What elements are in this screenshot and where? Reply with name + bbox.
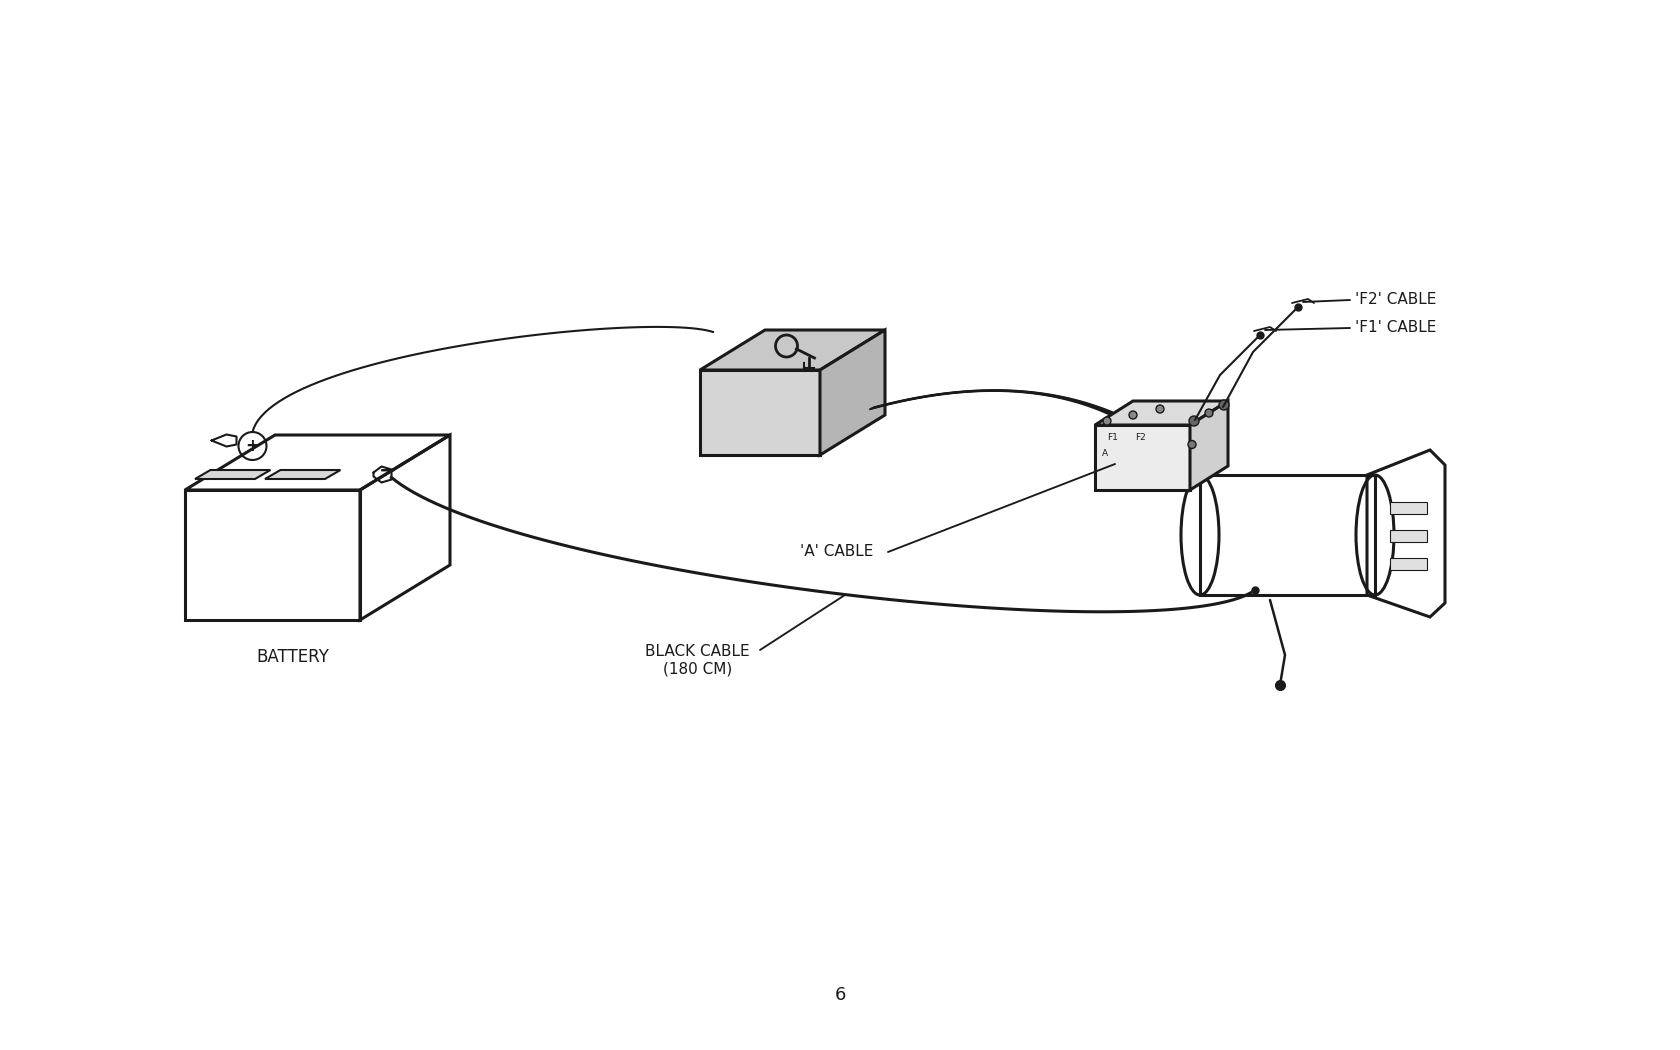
Text: 'A' CABLE: 'A' CABLE xyxy=(800,545,874,560)
Polygon shape xyxy=(1095,401,1228,425)
Polygon shape xyxy=(1095,425,1189,490)
Circle shape xyxy=(1189,416,1200,426)
Text: A: A xyxy=(1102,448,1109,458)
Circle shape xyxy=(1188,441,1196,448)
Polygon shape xyxy=(195,470,270,479)
Text: 'F1' CABLE: 'F1' CABLE xyxy=(1356,320,1436,336)
Polygon shape xyxy=(820,330,885,455)
Polygon shape xyxy=(701,370,820,455)
Text: +: + xyxy=(245,437,259,455)
Text: 6: 6 xyxy=(835,986,845,1004)
Text: F2: F2 xyxy=(1134,433,1146,441)
Text: 'F2' CABLE: 'F2' CABLE xyxy=(1356,293,1436,308)
Text: −: − xyxy=(378,461,396,481)
Text: BLACK CABLE
(180 CM): BLACK CABLE (180 CM) xyxy=(645,644,749,676)
Polygon shape xyxy=(1389,530,1426,542)
Circle shape xyxy=(1129,411,1137,419)
Polygon shape xyxy=(701,330,885,370)
Polygon shape xyxy=(1389,558,1426,570)
Text: F1: F1 xyxy=(1107,433,1119,441)
Polygon shape xyxy=(265,470,341,479)
Polygon shape xyxy=(1189,401,1228,490)
Circle shape xyxy=(1220,400,1230,410)
Circle shape xyxy=(1205,410,1213,417)
Polygon shape xyxy=(1389,502,1426,514)
Text: BATTERY: BATTERY xyxy=(255,648,329,666)
Circle shape xyxy=(1104,417,1110,425)
Circle shape xyxy=(1156,405,1164,413)
